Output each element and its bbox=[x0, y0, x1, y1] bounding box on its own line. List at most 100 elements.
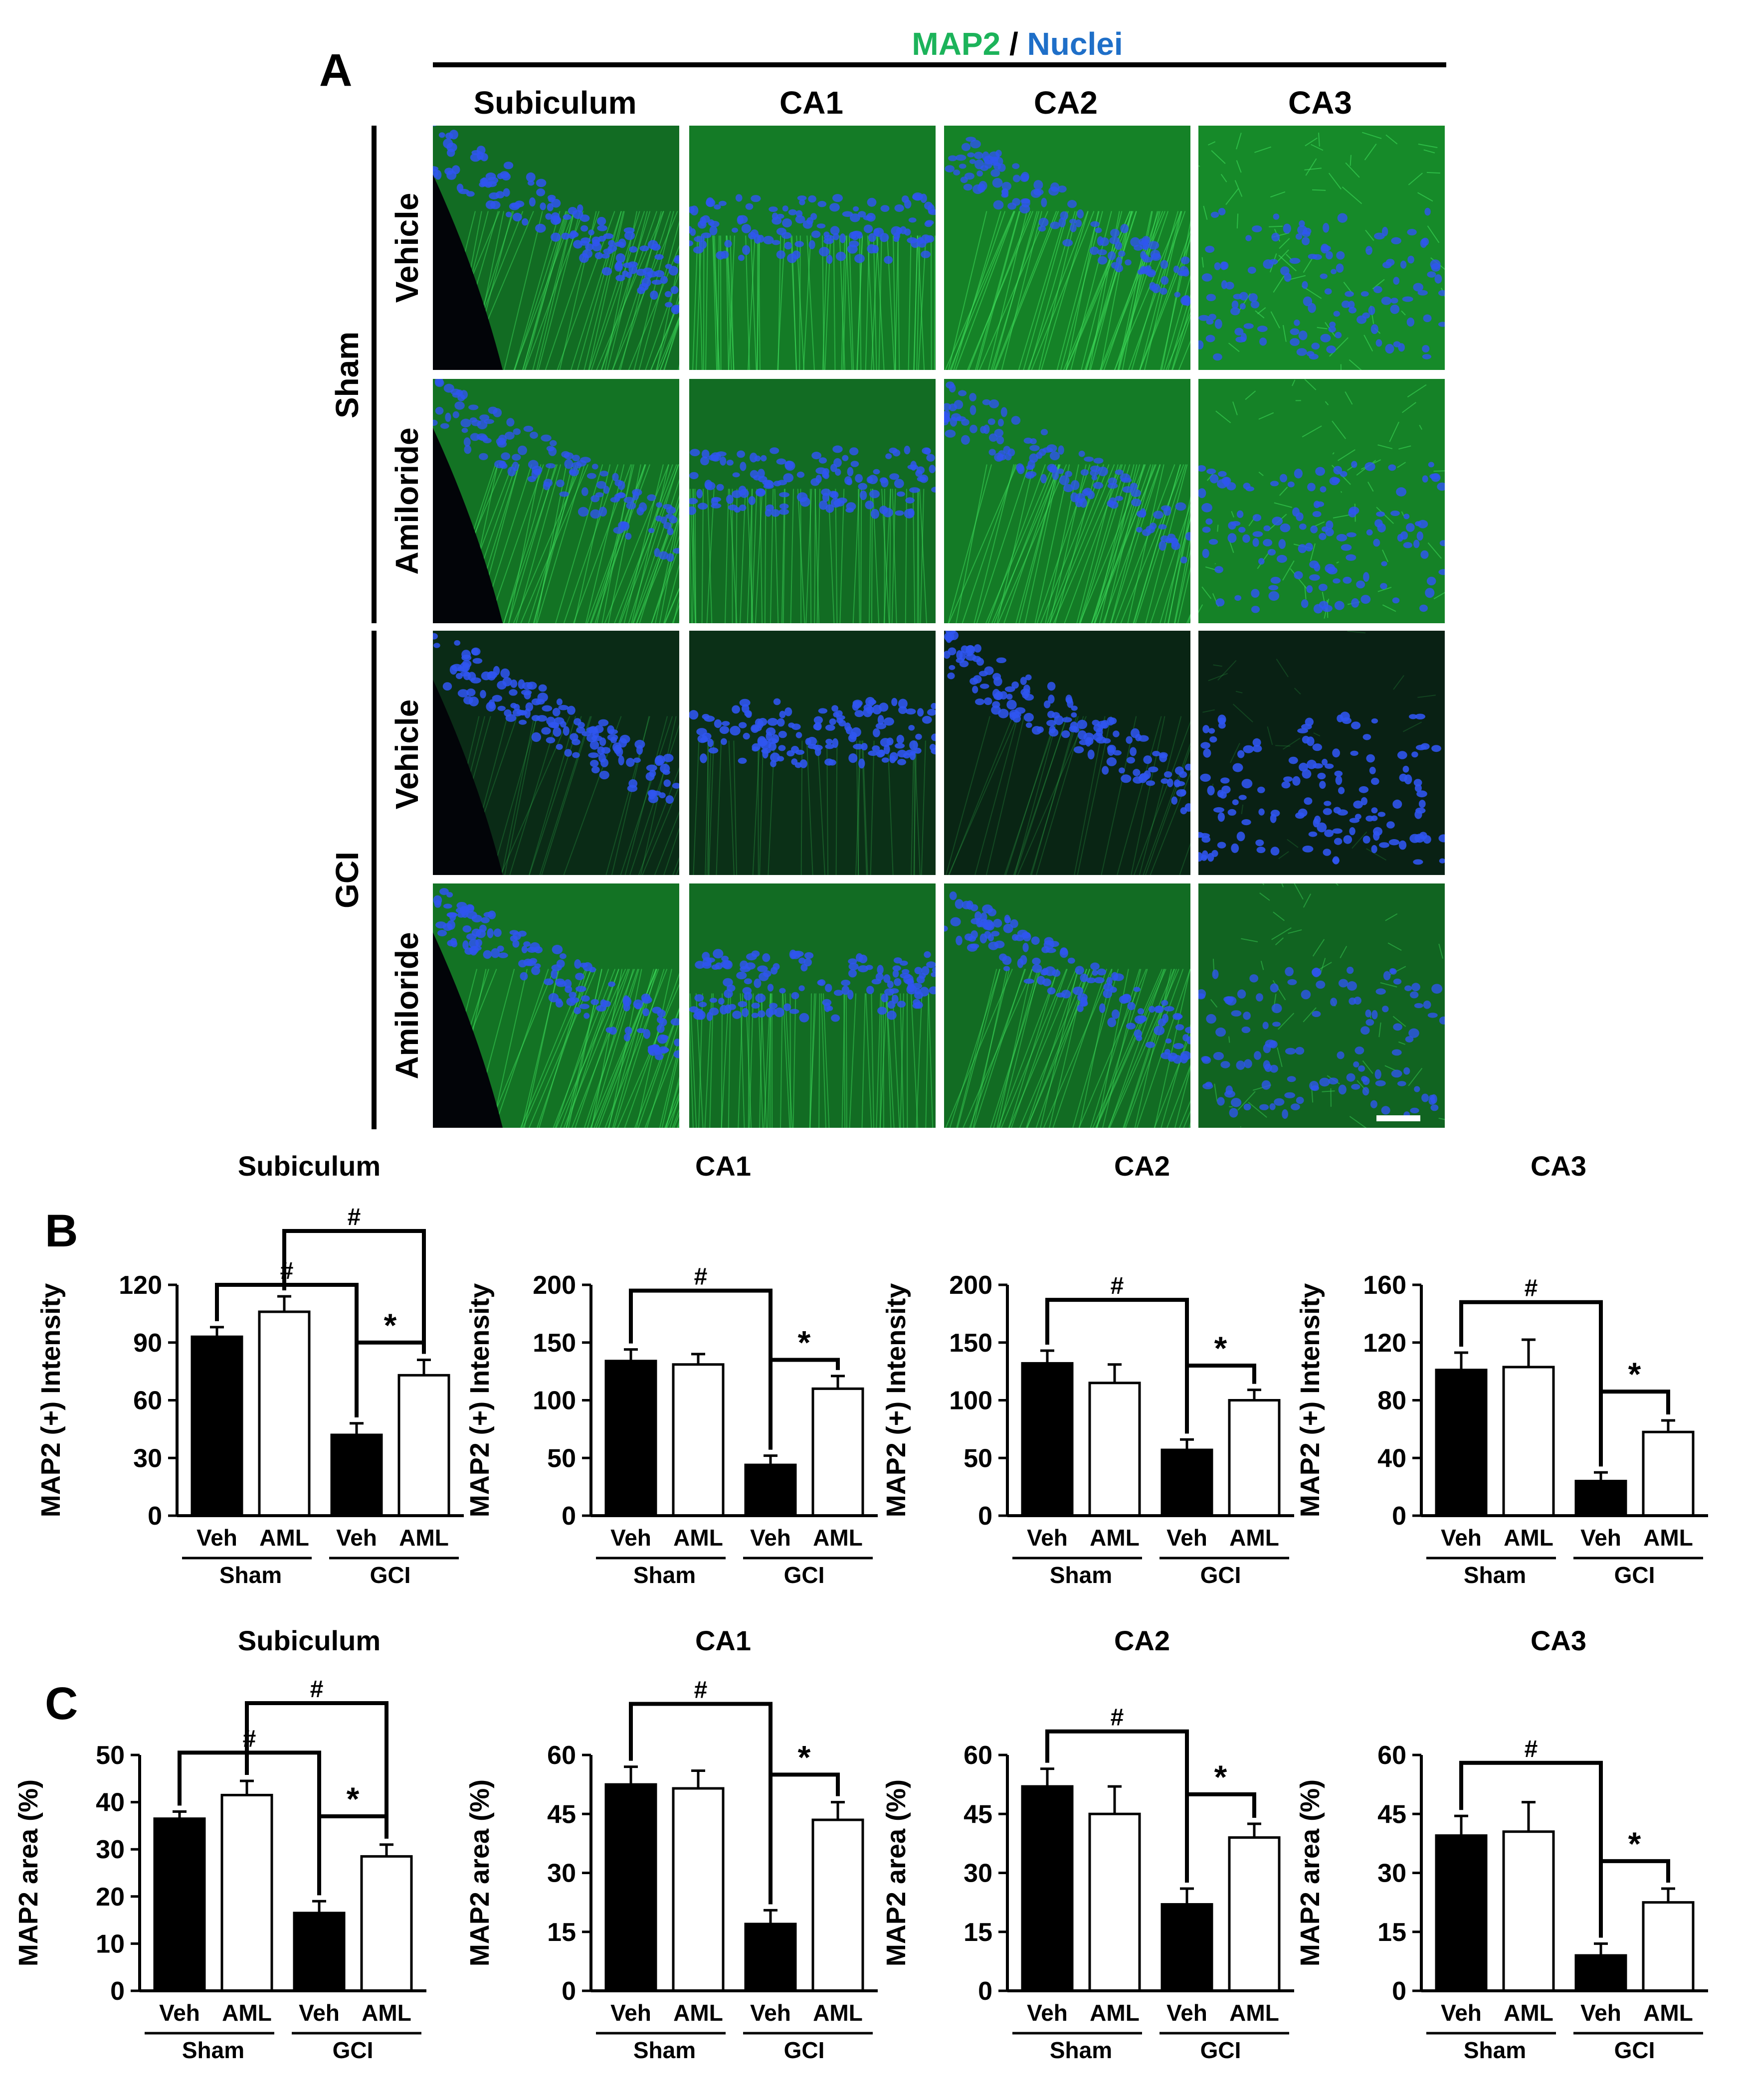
nucleus bbox=[842, 211, 853, 217]
nucleus bbox=[550, 722, 560, 728]
nucleus bbox=[560, 721, 567, 728]
nucleus bbox=[1403, 1067, 1410, 1075]
dendrite-fiber bbox=[999, 969, 1040, 1128]
nucleus bbox=[949, 383, 956, 393]
nucleus bbox=[603, 233, 614, 239]
dendrite-fiber bbox=[1031, 716, 1077, 875]
nucleus bbox=[636, 269, 646, 276]
dendrite-fiber bbox=[606, 211, 648, 370]
nucleus bbox=[528, 460, 539, 469]
dendrite-fiber bbox=[660, 316, 679, 370]
dendrite-fiber bbox=[987, 211, 1028, 370]
nucleus bbox=[1225, 1085, 1233, 1095]
nucleus bbox=[1077, 1005, 1084, 1012]
nucleus bbox=[872, 245, 879, 254]
nucleus bbox=[520, 972, 528, 981]
micrograph-background bbox=[1198, 379, 1445, 623]
x-tick-label: Veh bbox=[610, 2000, 651, 2026]
dendrite-fiber bbox=[1248, 1102, 1267, 1118]
nucleus bbox=[920, 193, 927, 203]
nucleus bbox=[660, 517, 667, 524]
dendrite-fiber bbox=[930, 235, 932, 370]
nucleus bbox=[612, 473, 619, 481]
nucleus bbox=[443, 903, 452, 909]
nucleus bbox=[1252, 514, 1262, 522]
nucleus bbox=[1215, 1027, 1226, 1037]
nucleus bbox=[668, 266, 679, 276]
chart-title: CA2 bbox=[1114, 1625, 1170, 1656]
nucleus bbox=[1369, 766, 1376, 774]
nucleus bbox=[908, 508, 915, 517]
y-tick-label: 45 bbox=[1377, 1800, 1406, 1829]
dendrite-fiber bbox=[1260, 961, 1264, 970]
nucleus bbox=[849, 447, 859, 456]
y-tick-label: 30 bbox=[547, 1859, 576, 1888]
nucleus bbox=[665, 795, 674, 804]
nucleus bbox=[662, 504, 672, 510]
nucleus bbox=[471, 914, 482, 923]
nucleus bbox=[1059, 475, 1070, 486]
nucleus bbox=[567, 705, 576, 715]
chart-title: Subiculum bbox=[238, 1150, 381, 1182]
nucleus bbox=[808, 240, 815, 249]
nucleus bbox=[639, 283, 649, 291]
nucleus bbox=[917, 708, 924, 717]
dendrite-fiber bbox=[624, 716, 668, 875]
dendrite-fiber bbox=[1047, 464, 1110, 623]
nucleus bbox=[1029, 453, 1038, 463]
nucleus bbox=[973, 644, 981, 653]
nucleus bbox=[1227, 533, 1237, 543]
nucleus bbox=[789, 1009, 799, 1014]
ventricle-dark-region bbox=[433, 428, 503, 623]
nucleus bbox=[1140, 251, 1147, 260]
nucleus bbox=[921, 250, 931, 258]
nucleus bbox=[435, 407, 444, 415]
nucleus bbox=[1252, 738, 1261, 747]
nucleus bbox=[893, 957, 902, 964]
dendrite-fiber bbox=[1232, 401, 1238, 415]
bar bbox=[672, 1363, 725, 1517]
nucleus bbox=[509, 930, 519, 935]
dendrite-fiber bbox=[1310, 543, 1316, 561]
dendrite-fiber bbox=[1305, 137, 1318, 147]
y-tick-label: 40 bbox=[1377, 1444, 1406, 1473]
micrograph-sham-amiloride-ca2 bbox=[944, 379, 1190, 623]
nucleus bbox=[506, 211, 512, 217]
nucleus bbox=[905, 497, 915, 504]
nucleus bbox=[461, 655, 472, 661]
nucleus bbox=[538, 684, 547, 692]
nucleus bbox=[784, 707, 792, 716]
nucleus bbox=[513, 428, 521, 435]
nucleus bbox=[1065, 471, 1073, 477]
nucleus bbox=[714, 719, 722, 728]
nucleus bbox=[970, 140, 981, 149]
nucleus bbox=[931, 747, 936, 755]
nucleus bbox=[799, 759, 807, 768]
nucleus bbox=[512, 212, 522, 222]
dendrite-fiber bbox=[814, 489, 816, 623]
hash-marker: # bbox=[310, 1676, 324, 1703]
nucleus bbox=[1438, 569, 1445, 575]
nucleus bbox=[1305, 717, 1314, 726]
nucleus bbox=[1071, 705, 1078, 711]
nucleus bbox=[791, 992, 799, 1000]
nucleus bbox=[804, 952, 814, 959]
dendrite-fiber bbox=[1154, 1033, 1190, 1128]
nucleus bbox=[997, 418, 1004, 427]
nucleus bbox=[556, 698, 563, 705]
dendrite-fiber bbox=[1139, 230, 1190, 370]
nucleus bbox=[551, 232, 561, 242]
nucleus bbox=[1294, 319, 1300, 326]
nucleus bbox=[552, 945, 563, 954]
nucleus bbox=[847, 467, 854, 477]
dendrite-fiber bbox=[663, 563, 679, 623]
dendrite-fiber bbox=[951, 211, 1006, 370]
nucleus bbox=[706, 1012, 713, 1021]
nucleus bbox=[452, 392, 461, 398]
nucleus bbox=[527, 476, 536, 482]
nucleus bbox=[1221, 477, 1231, 485]
dendrite-fiber bbox=[747, 489, 753, 623]
nucleus bbox=[704, 715, 715, 722]
dendrite-fiber bbox=[541, 716, 592, 875]
nucleus bbox=[1214, 319, 1222, 329]
